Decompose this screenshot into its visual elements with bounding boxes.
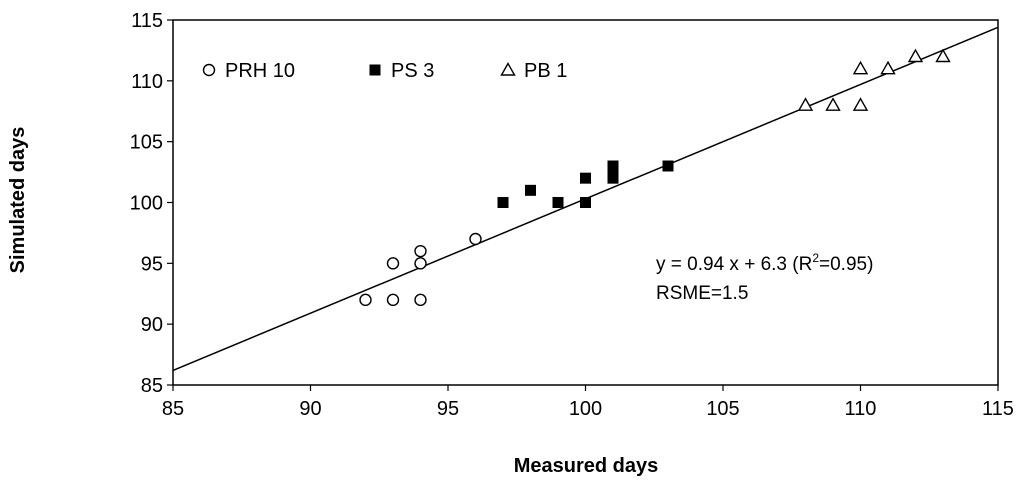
y-tick-label: 85 xyxy=(141,375,163,397)
data-point xyxy=(607,166,619,178)
data-point xyxy=(935,48,951,63)
x-axis-title: Measured days xyxy=(514,455,659,477)
x-tick-label: 90 xyxy=(299,398,321,420)
data-point xyxy=(852,97,869,111)
y-tick-label: 105 xyxy=(130,132,163,154)
x-tick-label: 105 xyxy=(706,398,739,420)
legend-item: PS 3 xyxy=(369,60,434,82)
x-tick-label: 85 xyxy=(162,398,184,420)
equation-superscript: 2 xyxy=(812,251,819,265)
legend: PRH 10 PS 3 PB 1 xyxy=(202,60,567,82)
legend-label: PRH 10 xyxy=(225,60,295,82)
x-tick-labels: 85 90 95 100 105 110 115 xyxy=(162,385,1014,420)
legend-marker xyxy=(202,63,216,77)
x-tick-label: 100 xyxy=(569,398,602,420)
y-axis-title: Simulated days xyxy=(7,127,29,274)
y-tick-label: 100 xyxy=(130,193,163,215)
data-point xyxy=(907,48,924,63)
data-point xyxy=(414,244,427,258)
data-point xyxy=(580,197,591,208)
data-point xyxy=(825,97,841,111)
data-point xyxy=(852,60,869,75)
x-tick-label: 115 xyxy=(982,398,1014,420)
y-tick-label: 90 xyxy=(141,314,163,336)
x-tick-label: 110 xyxy=(845,398,877,420)
data-point xyxy=(880,60,896,75)
legend-item: PRH 10 xyxy=(202,60,295,82)
legend-label: PS 3 xyxy=(391,60,434,82)
series-prh-10 xyxy=(359,232,482,307)
regression-equation: y = 0.94 x + 6.3 (R2=0.95) xyxy=(656,251,873,275)
y-tick-label: 110 xyxy=(131,71,163,93)
data-point xyxy=(386,257,400,270)
equation-tail: =0.95) xyxy=(819,254,873,275)
data-point xyxy=(414,257,427,270)
series-ps-3 xyxy=(497,160,674,208)
legend-label: PB 1 xyxy=(524,60,567,82)
data-point xyxy=(469,232,482,246)
data-point xyxy=(797,97,814,111)
data-point xyxy=(497,197,509,208)
data-point xyxy=(414,293,427,307)
y-tick-label: 115 xyxy=(131,10,163,32)
data-point xyxy=(662,160,674,172)
data-point xyxy=(525,184,536,196)
data-point xyxy=(607,172,619,184)
data-point xyxy=(580,172,591,184)
data-point xyxy=(552,197,564,208)
x-tick-label: 95 xyxy=(437,398,459,420)
data-point xyxy=(607,160,619,172)
legend-marker xyxy=(369,64,381,76)
y-tick-labels: 85 90 95 100 105 110 115 xyxy=(130,10,173,397)
equation-main: y = 0.94 x + 6.3 (R xyxy=(656,254,812,275)
series-pb-1 xyxy=(797,48,951,111)
data-points xyxy=(359,48,951,307)
legend-marker xyxy=(500,62,516,76)
y-tick-label: 95 xyxy=(141,253,163,275)
data-point xyxy=(386,293,400,307)
legend-item: PB 1 xyxy=(500,60,567,82)
data-point xyxy=(359,293,372,307)
rmse-label: RSME=1.5 xyxy=(656,283,748,304)
